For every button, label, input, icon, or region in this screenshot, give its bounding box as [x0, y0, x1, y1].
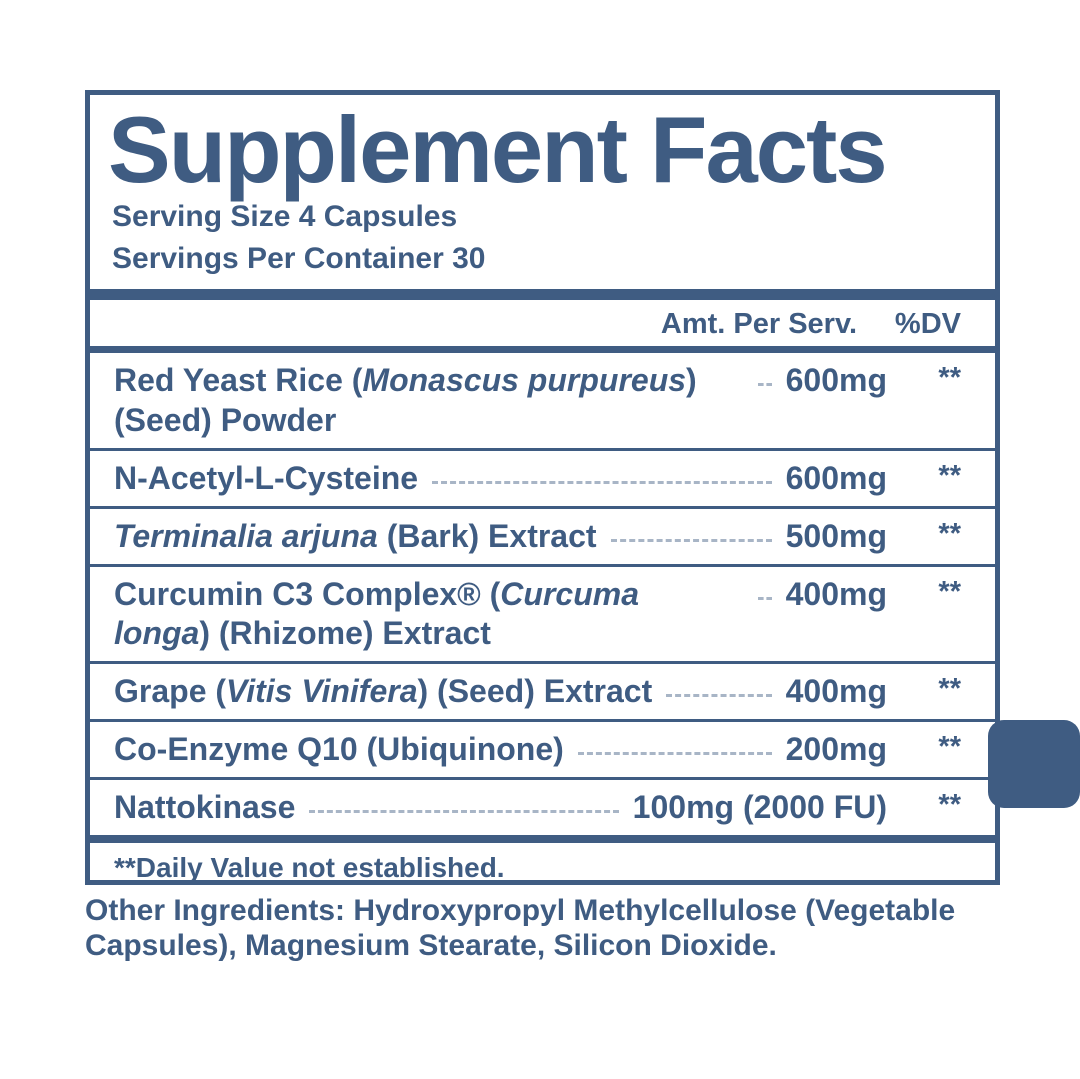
- ingredient-dv: **: [938, 362, 961, 395]
- ingredient-amount: 400mg: [785, 672, 887, 709]
- ingredient-dv: **: [938, 575, 961, 608]
- ingredient-row: Co-Enzyme Q10 (Ubiquinone) 200mg **: [90, 718, 995, 777]
- ingredient-row: Red Yeast Rice (Monascus purpureus) (See…: [90, 353, 995, 447]
- dotted-leader: [610, 517, 772, 542]
- ingredient-name: Co-Enzyme Q10 (Ubiquinone): [114, 730, 564, 767]
- servings-per-container: Servings Per Container 30: [112, 242, 486, 276]
- serving-size: Serving Size 4 Capsules: [112, 200, 458, 234]
- ingredient-amount: 100mg (2000 FU): [632, 788, 887, 825]
- dotted-leader: [577, 730, 772, 755]
- dotted-leader: [757, 361, 772, 387]
- footnote: **Daily Value not established.: [114, 851, 505, 883]
- ingredient-name: N-Acetyl-L-Cysteine: [114, 459, 419, 496]
- ingredient-amount: 400mg: [785, 575, 887, 612]
- ingredient-row: Terminalia arjuna (Bark) Extract 500mg **: [90, 505, 995, 564]
- ingredient-dv: **: [938, 730, 961, 763]
- other-ingredients: Other Ingredients: Hydroxypropyl Methylc…: [85, 894, 956, 963]
- dotted-leader: [432, 459, 772, 484]
- ingredient-name: Curcumin C3 Complex® (Curcuma longa) (Rh…: [114, 575, 639, 651]
- ingredient-amount: 600mg: [785, 362, 887, 399]
- column-header-dv: %DV: [894, 308, 961, 341]
- ingredient-row: Grape (Vitis Vinifera) (Seed) Extract 400…: [90, 660, 995, 719]
- divider-medium: [90, 346, 995, 354]
- ingredient-dv: **: [938, 672, 961, 705]
- ingredient-dv: **: [938, 517, 961, 550]
- side-tab: [988, 720, 1080, 808]
- dotted-leader: [309, 788, 619, 813]
- divider-footnote: [90, 834, 995, 843]
- ingredient-dv: **: [938, 788, 961, 821]
- divider-thick: [90, 289, 995, 301]
- column-header-amount: Amt. Per Serv.: [660, 308, 857, 341]
- dotted-leader: [666, 672, 772, 697]
- ingredient-name: Nattokinase: [114, 788, 296, 825]
- ingredient-amount: 200mg: [785, 730, 887, 767]
- ingredient-name: Terminalia arjuna (Bark) Extract: [114, 517, 597, 554]
- ingredient-amount: 500mg: [785, 517, 887, 554]
- ingredient-name: Red Yeast Rice (Monascus purpureus) (See…: [114, 362, 697, 438]
- ingredient-rows: Red Yeast Rice (Monascus purpureus) (See…: [90, 353, 995, 834]
- panel-title: Supplement Facts: [108, 97, 888, 202]
- ingredient-name: Grape (Vitis Vinifera) (Seed) Extract: [114, 672, 653, 709]
- dotted-leader: [757, 575, 772, 600]
- column-header-row: Amt. Per Serv. %DV: [90, 300, 995, 346]
- ingredient-amount: 600mg: [785, 459, 887, 496]
- supplement-facts-panel: Supplement Facts Serving Size 4 Capsules…: [85, 90, 1000, 885]
- ingredient-row: Nattokinase 100mg (2000 FU) **: [90, 776, 995, 835]
- ingredient-dv: **: [938, 459, 961, 492]
- ingredient-row: Curcumin C3 Complex® (Curcuma longa) (Rh…: [90, 563, 995, 661]
- ingredient-row: N-Acetyl-L-Cysteine 600mg **: [90, 447, 995, 506]
